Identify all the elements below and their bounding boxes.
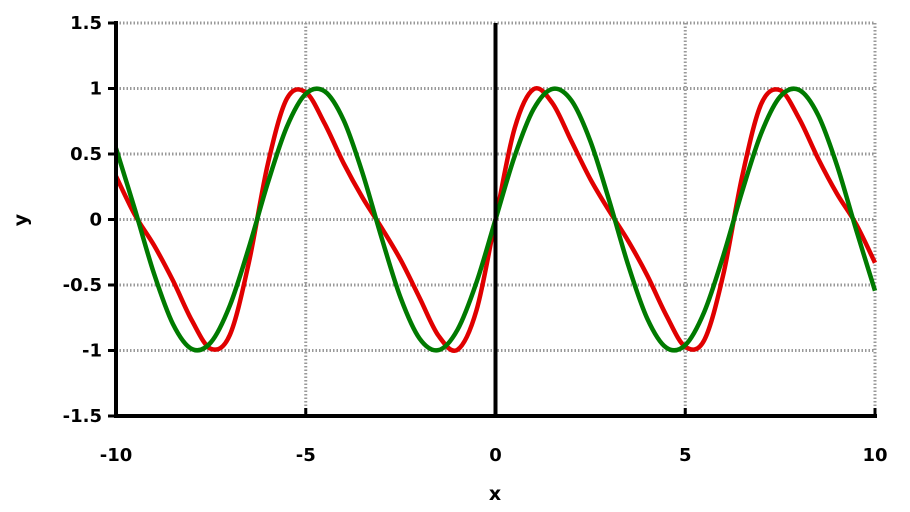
y-tick-label: 1.5	[70, 13, 102, 34]
x-tick-label: 5	[679, 445, 692, 466]
y-tick-label: -1	[82, 341, 102, 362]
x-tick-label: 0	[489, 445, 502, 466]
y-tick-label: 0	[89, 210, 102, 231]
y-tick-label: 0.5	[70, 144, 102, 165]
x-tick-label: 10	[862, 445, 887, 466]
y-tick-label: -1.5	[63, 406, 102, 427]
y-tick-label: -0.5	[63, 275, 102, 296]
y-axis-label: y	[10, 213, 32, 226]
x-axis-label: x	[489, 483, 501, 505]
tick-labels: -10 -5 0 5 10 -1.5 -1 -0.5 0 0.5 1 1.5	[63, 13, 888, 466]
x-tick-label: -10	[100, 445, 133, 466]
x-tick-label: -5	[296, 445, 316, 466]
axes	[108, 21, 877, 418]
y-tick-label: 1	[89, 79, 102, 100]
